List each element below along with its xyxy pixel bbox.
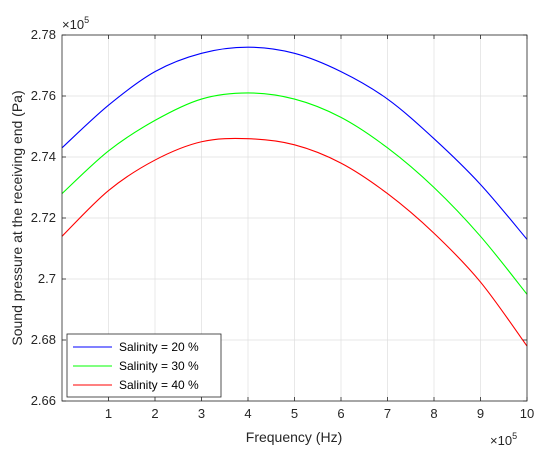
x-axis-title: Frequency (Hz) — [246, 429, 342, 445]
x-tick-label: 4 — [244, 406, 251, 421]
y-tick-label: 2.7 — [38, 271, 56, 286]
y-axis-title: Sound pressure at the receiving end (Pa) — [9, 90, 25, 345]
y-tick-label: 2.66 — [31, 393, 56, 408]
x-tick-label: 3 — [198, 406, 205, 421]
x-tick-label: 1 — [105, 406, 112, 421]
y-tick-label: 2.68 — [31, 332, 56, 347]
series-lines — [61, 46, 528, 347]
axis-ticks: 1 2 3 4 5 6 7 8 9 10 2.66 2.68 2.7 2.72 2.74 2.76 2.78 — [31, 27, 535, 421]
y-tick-label: 2.78 — [31, 27, 56, 42]
x-axis-exponent: ×105 — [490, 431, 517, 448]
y-tick-label: 2.76 — [31, 88, 56, 103]
y-tick-label: 2.72 — [31, 210, 56, 225]
legend-label-3: Salinity = 40 % — [119, 378, 199, 392]
x-tick-label: 9 — [477, 406, 484, 421]
y-tick-label: 2.74 — [31, 149, 56, 164]
series-line-1 — [61, 46, 528, 240]
series-line-2 — [61, 92, 528, 295]
y-axis-exponent: ×105 — [62, 15, 89, 32]
series-line-3 — [61, 137, 528, 347]
x-tick-label: 7 — [384, 406, 391, 421]
x-tick-label: 2 — [151, 406, 158, 421]
legend-label-2: Salinity = 30 % — [119, 359, 199, 373]
x-tick-label: 10 — [520, 406, 534, 421]
x-tick-label: 5 — [291, 406, 298, 421]
x-tick-label: 6 — [337, 406, 344, 421]
legend-label-1: Salinity = 20 % — [119, 340, 199, 354]
legend: Salinity = 20 % Salinity = 30 % Salinity =… — [66, 333, 222, 398]
x-tick-label: 8 — [430, 406, 437, 421]
